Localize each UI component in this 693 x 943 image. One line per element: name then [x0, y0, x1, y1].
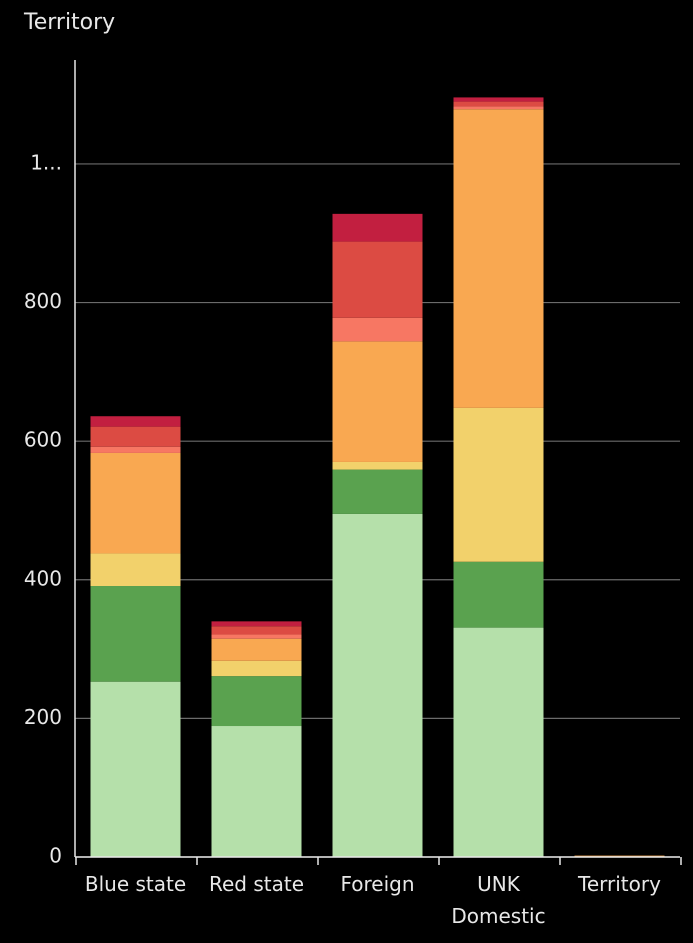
bar-segment [90, 586, 181, 682]
bar-segment [90, 426, 181, 447]
bar-segment [332, 317, 423, 342]
bar-segment [332, 513, 423, 857]
bar-segment [90, 452, 181, 554]
bar-segment [453, 101, 544, 107]
bar-segment [90, 553, 181, 587]
y-tick-label: 600 [24, 428, 62, 452]
bar-segment [332, 469, 423, 514]
y-tick-label: 0 [49, 844, 62, 868]
bar-segment [211, 638, 302, 661]
bar-segment [453, 109, 544, 408]
x-tick-label: Territory [578, 872, 661, 896]
y-tick-label: 800 [24, 289, 62, 313]
bar-segment [332, 341, 423, 462]
bar-segment [211, 660, 302, 677]
y-tick-label: 1... [30, 150, 62, 174]
bar-segment [453, 561, 544, 628]
x-tick-label: Blue state [84, 872, 187, 896]
y-tick-label: 400 [24, 566, 62, 590]
bar-segment [453, 407, 544, 562]
bar-segment [211, 626, 302, 635]
bar-segment [90, 446, 181, 453]
bar-segment [211, 676, 302, 727]
bar-segment [453, 106, 544, 110]
bar-segment [90, 416, 181, 427]
chart-title: Territory [24, 10, 116, 35]
bar-segment [211, 726, 302, 857]
bar-segment [211, 621, 302, 627]
x-tick-label: Foreign [340, 872, 415, 896]
bar-segment [332, 461, 423, 470]
bar-segment [453, 97, 544, 102]
bar-segment [332, 241, 423, 318]
x-tick-label: Red state [208, 872, 305, 896]
bar-segment [453, 627, 544, 857]
bar-segment [90, 681, 181, 857]
y-tick-label: 200 [24, 705, 62, 729]
x-tick-label: UNK Domestic [451, 872, 546, 928]
bar-segment [211, 634, 302, 639]
bar-segment [332, 213, 423, 242]
